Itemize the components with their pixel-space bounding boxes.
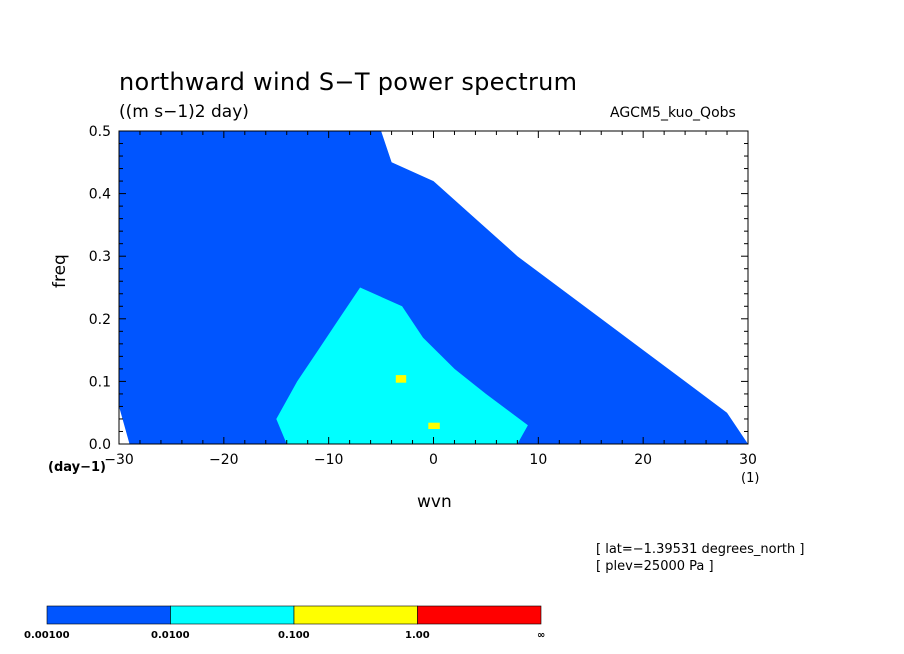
pressure-level-note: [ plev=25000 Pa ] <box>596 559 714 574</box>
y-tick-label: 0.1 <box>89 374 111 390</box>
x-tick-label: 0 <box>429 452 438 468</box>
x-tick-label: 10 <box>529 452 547 468</box>
x-tick-label: 20 <box>634 452 652 468</box>
y-tick-label: 0.4 <box>89 187 111 203</box>
level-3-spot-a <box>395 375 407 383</box>
model-label: AGCM5_kuo_Qobs <box>610 105 736 121</box>
y-tick-label: 0.2 <box>89 312 111 328</box>
y-tick-label: 0.0 <box>89 437 111 453</box>
x-axis-units: (1) <box>741 471 760 486</box>
colorbar-segment <box>293 605 418 625</box>
colorbar-label: 0.0100 <box>151 630 190 641</box>
y-tick-label: 0.5 <box>89 124 111 140</box>
x-axis-label: wvn <box>417 492 452 512</box>
units-label: ((m s−1)2 day) <box>119 102 249 122</box>
x-tick-label: 30 <box>739 452 757 468</box>
level-1-region <box>119 131 748 444</box>
x-tick-label: −20 <box>209 452 239 468</box>
x-tick-label: −10 <box>314 452 344 468</box>
x-tick-label: −30 <box>104 452 134 468</box>
level-2-region <box>276 287 528 444</box>
latitude-note: [ lat=−1.39531 degrees_north ] <box>596 542 805 557</box>
colorbar <box>46 605 542 625</box>
level-3-spot-b <box>428 422 440 429</box>
colorbar-segment <box>46 605 171 625</box>
x-axis-ticks: −30 −20 −10 0 10 20 30 <box>104 131 757 468</box>
contour-regions <box>119 131 748 444</box>
colorbar-label: 0.100 <box>278 630 310 641</box>
colorbar-segment <box>170 605 295 625</box>
colorbar-label: 1.00 <box>405 630 430 641</box>
chart-title: northward wind S−T power spectrum <box>119 68 578 96</box>
y-axis-ticks: 0.0 0.1 0.2 0.3 0.4 0.5 <box>89 124 748 453</box>
colorbar-segment <box>417 605 542 625</box>
colorbar-label: ∞ <box>537 630 546 641</box>
y-tick-label: 0.3 <box>89 249 111 265</box>
y-axis-units: (day−1) <box>48 460 106 475</box>
colorbar-label: 0.00100 <box>24 630 70 641</box>
